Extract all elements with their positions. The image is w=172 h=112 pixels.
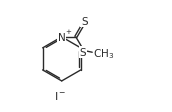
Text: I$^-$: I$^-$ <box>54 89 66 101</box>
Text: S: S <box>81 17 88 27</box>
Text: CH$_3$: CH$_3$ <box>93 47 115 60</box>
Text: S: S <box>79 47 86 57</box>
Text: +: + <box>65 28 71 34</box>
Text: N: N <box>58 33 66 42</box>
